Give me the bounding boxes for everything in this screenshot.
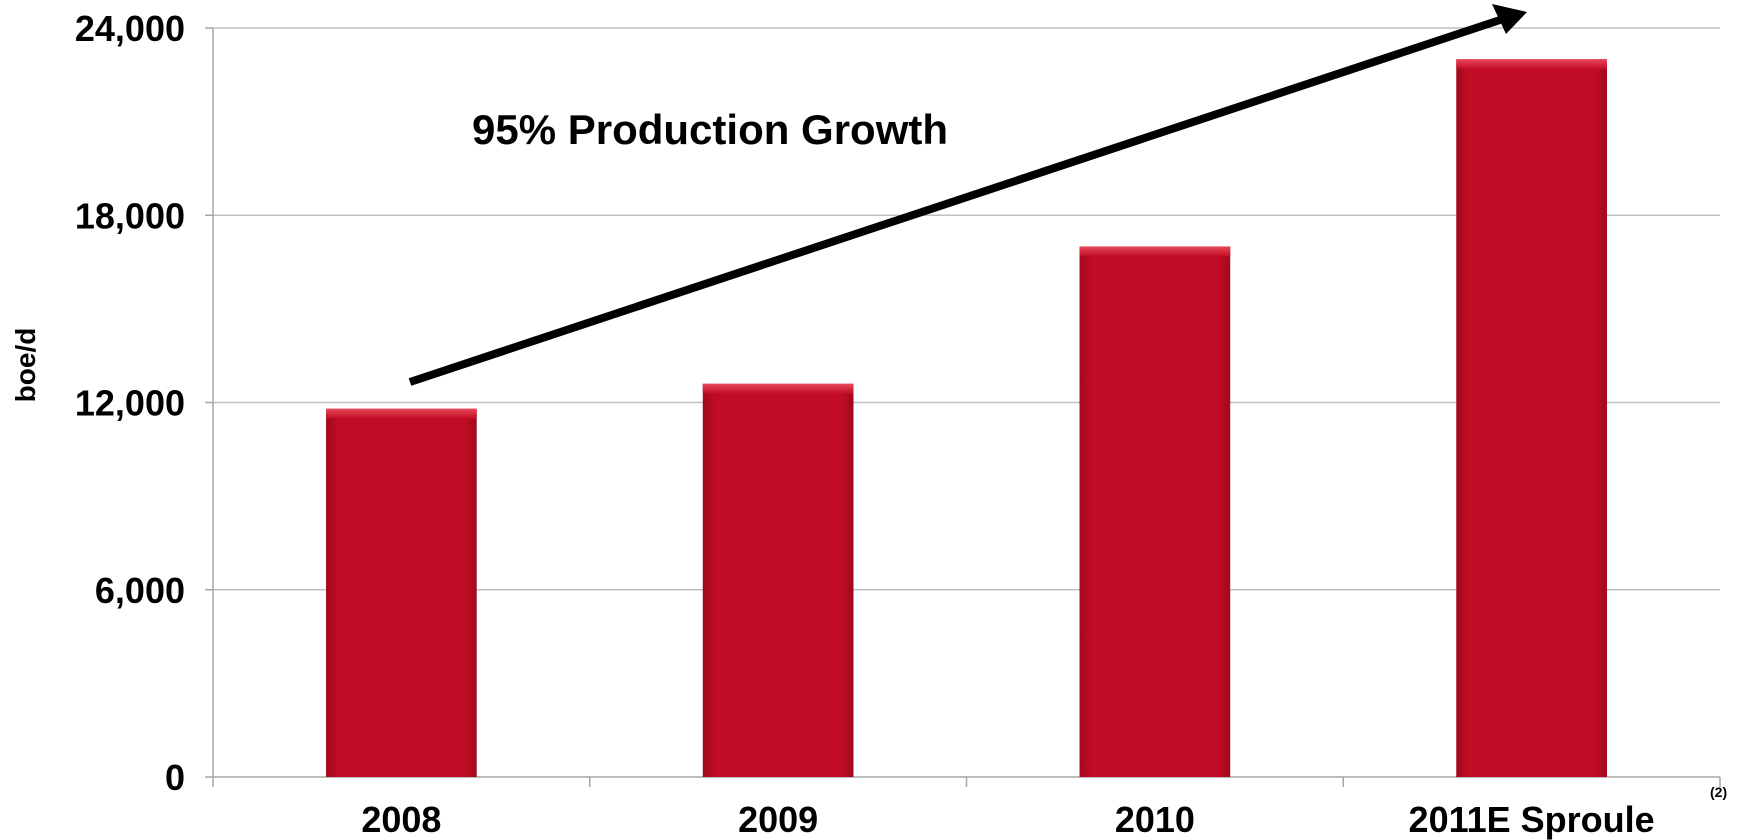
- bar-highlight: [326, 408, 477, 419]
- y-tick-label: 12,000: [75, 383, 185, 424]
- bar: [1079, 246, 1231, 778]
- x-tick-labels: 2008 2009 2010 2011E Sproule: [361, 799, 1654, 840]
- bars: [326, 59, 1607, 778]
- y-tick-labels: 0 6,000 12,000 18,000 24,000: [75, 8, 185, 798]
- bar: [326, 408, 477, 777]
- bar: [1456, 59, 1607, 778]
- y-tick-label: 6,000: [95, 570, 185, 611]
- growth-annotation: 95% Production Growth: [472, 106, 948, 153]
- bar-highlight: [1456, 59, 1607, 70]
- x-tick-label: 2009: [738, 799, 818, 840]
- y-tick-label: 0: [165, 757, 185, 798]
- x-tick-label: 2011E Sproule: [1409, 799, 1655, 840]
- bar: [702, 383, 854, 777]
- x-tick-label: 2010: [1115, 799, 1195, 840]
- y-tick-label: 24,000: [75, 8, 185, 49]
- bar-highlight: [702, 383, 854, 394]
- y-tick-label: 18,000: [75, 195, 185, 236]
- growth-arrow: [408, 4, 1527, 386]
- bar-highlight: [1079, 246, 1231, 257]
- footnote-marker: (2): [1710, 784, 1727, 800]
- y-axis-label: boe/d: [10, 328, 41, 403]
- x-tick-label: 2008: [361, 799, 441, 840]
